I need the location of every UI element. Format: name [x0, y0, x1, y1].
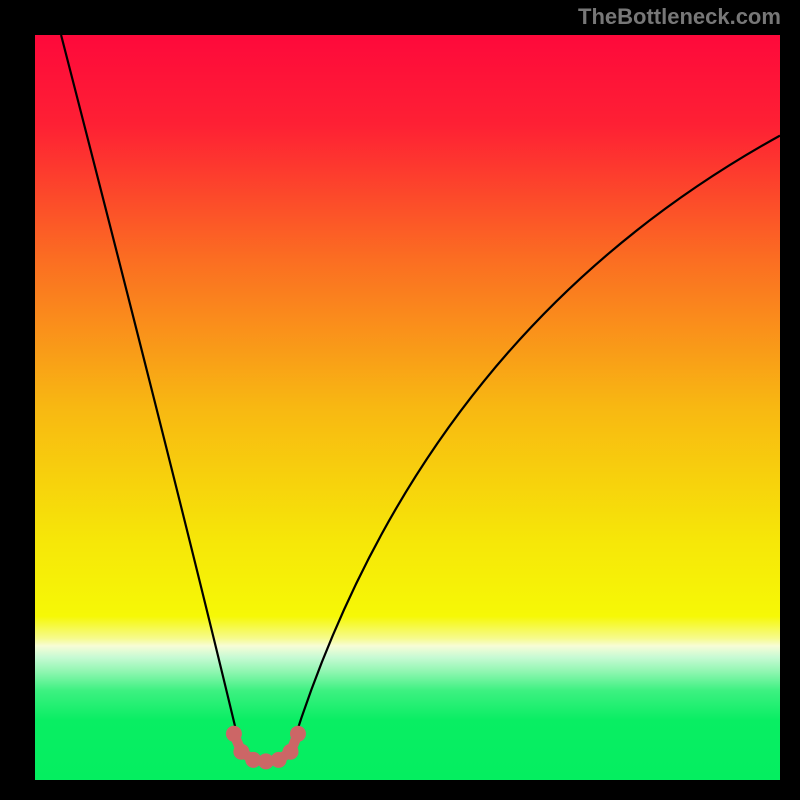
bottom-link-dot	[226, 726, 242, 742]
bottom-link-dot	[290, 726, 306, 742]
plot-area	[35, 35, 780, 780]
bottom-link-dot	[283, 744, 299, 760]
plot-svg	[35, 35, 780, 780]
gradient-background	[35, 35, 780, 780]
watermark-text: TheBottleneck.com	[578, 4, 781, 30]
